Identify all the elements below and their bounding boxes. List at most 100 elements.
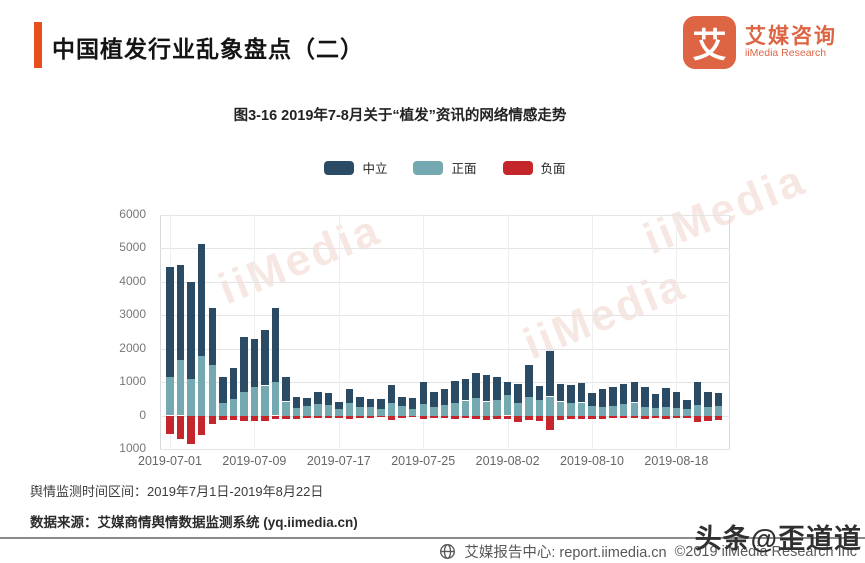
bar-segment-negative-2019-07-05 xyxy=(208,415,216,424)
bar-segment-positive-2019-07-14 xyxy=(303,406,311,416)
bar-segment-positive-2019-07-08 xyxy=(240,391,248,416)
bar-segment-negative-2019-07-27 xyxy=(440,415,449,418)
bar-segment-neutral-2019-07-03 xyxy=(187,281,195,379)
bar-segment-positive-2019-08-01 xyxy=(493,399,501,416)
bar-segment-neutral-2019-07-12 xyxy=(282,377,290,402)
bar-segment-neutral-2019-07-30 xyxy=(472,373,480,399)
bar-segment-positive-2019-08-15 xyxy=(641,406,649,416)
bar-segment-positive-2019-08-17 xyxy=(662,406,670,416)
legend-item-neutral: 中立 xyxy=(324,158,387,177)
bar-segment-positive-2019-07-24 xyxy=(408,408,417,416)
bar-segment-positive-2019-07-20 xyxy=(366,407,375,416)
bar-segment-negative-2019-07-10 xyxy=(261,415,269,421)
report-center-text: 艾媒报告中心: report.iimedia.cn xyxy=(464,545,667,561)
bar-segment-neutral-2019-08-14 xyxy=(630,382,638,403)
bar-segment-neutral-2019-07-09 xyxy=(250,338,259,388)
logo-name-cn: 艾媒咨询 xyxy=(745,25,837,49)
legend-swatch-neutral xyxy=(324,160,355,175)
v-gridline xyxy=(423,215,425,449)
bar-segment-neutral-2019-07-04 xyxy=(197,244,206,357)
bar-segment-positive-2019-08-07 xyxy=(556,401,565,416)
globe-icon xyxy=(439,543,456,560)
legend-label-neutral: 中立 xyxy=(362,162,388,176)
bar-segment-neutral-2019-07-18 xyxy=(345,388,354,403)
legend-swatch-negative xyxy=(502,160,533,175)
bar-segment-positive-2019-08-02 xyxy=(503,394,512,416)
data-source-note: 数据来源：艾媒商情舆情数据监测系统 (yq.iimedia.cn) xyxy=(30,515,358,530)
bar-segment-negative-2019-07-31 xyxy=(482,415,491,420)
bar-segment-neutral-2019-08-21 xyxy=(704,391,712,407)
bar-segment-neutral-2019-08-20 xyxy=(693,381,702,405)
bar-segment-negative-2019-08-01 xyxy=(493,415,501,420)
bar-segment-negative-2019-08-06 xyxy=(546,415,554,430)
bar-segment-positive-2019-07-19 xyxy=(356,407,364,416)
bar-segment-positive-2019-07-01 xyxy=(166,377,174,416)
h-gridline xyxy=(160,248,730,250)
bar-segment-negative-2019-07-11 xyxy=(271,415,280,419)
x-tick-label: 2019-07-01 xyxy=(138,454,202,468)
bar-segment-neutral-2019-07-20 xyxy=(366,399,375,408)
bar-segment-neutral-2019-08-10 xyxy=(588,392,596,407)
monitoring-period-note: 舆情监测时间区间：2019年7月1日-2019年8月22日 xyxy=(30,484,324,499)
bar-segment-positive-2019-08-09 xyxy=(577,402,586,416)
bar-segment-negative-2019-08-15 xyxy=(641,415,649,420)
bar-segment-negative-2019-08-05 xyxy=(535,415,543,421)
logo-name-en: iiMedia Research xyxy=(745,47,827,60)
x-tick-label: 2019-08-02 xyxy=(475,454,540,468)
bar-segment-positive-2019-07-12 xyxy=(282,401,290,416)
y-tick-label: 5000 xyxy=(119,240,146,255)
bar-segment-positive-2019-07-15 xyxy=(314,404,322,416)
bar-segment-neutral-2019-07-31 xyxy=(482,374,491,402)
h-gridline xyxy=(160,449,730,450)
y-tick-label: 2000 xyxy=(119,340,146,355)
bottom-bar: 艾媒报告中心: report.iimedia.cn ©2019 iiMedia … xyxy=(439,541,857,562)
bar-segment-negative-2019-08-03 xyxy=(514,415,522,422)
page-title: 中国植发行业乱象盘点（二） xyxy=(52,36,364,62)
y-tick-label: 6000 xyxy=(119,207,146,221)
v-gridline xyxy=(676,215,678,449)
bar-segment-negative-2019-07-06 xyxy=(219,415,227,420)
bar-segment-neutral-2019-07-21 xyxy=(377,398,385,409)
bar-segment-negative-2019-07-12 xyxy=(282,415,290,419)
bar-segment-neutral-2019-07-07 xyxy=(229,368,238,399)
bar-segment-neutral-2019-07-01 xyxy=(166,266,174,378)
bar-segment-negative-2019-08-20 xyxy=(693,415,702,422)
bar-segment-neutral-2019-08-02 xyxy=(503,381,512,395)
bar-segment-negative-2019-08-22 xyxy=(714,415,723,420)
bar-segment-positive-2019-08-03 xyxy=(514,403,522,416)
bar-segment-positive-2019-07-03 xyxy=(187,378,195,416)
bottom-divider xyxy=(0,537,865,539)
bar-segment-positive-2019-08-18 xyxy=(672,407,681,416)
bar-segment-positive-2019-08-16 xyxy=(651,408,660,416)
bar-segment-negative-2019-07-08 xyxy=(240,415,248,421)
bar-segment-neutral-2019-08-08 xyxy=(567,384,575,404)
bar-segment-negative-2019-08-19 xyxy=(683,415,691,419)
bar-segment-negative-2019-08-14 xyxy=(630,415,638,419)
bar-segment-neutral-2019-07-08 xyxy=(240,337,248,392)
bar-segment-neutral-2019-08-17 xyxy=(662,388,670,407)
bar-segment-neutral-2019-07-24 xyxy=(408,398,417,409)
bar-segment-negative-2019-07-20 xyxy=(366,415,375,418)
bar-segment-negative-2019-07-26 xyxy=(430,415,438,418)
chart-legend: 中立 正面 负面 xyxy=(160,158,730,177)
bar-segment-negative-2019-07-09 xyxy=(250,415,259,421)
bar-segment-neutral-2019-07-28 xyxy=(451,380,459,404)
bar-segment-negative-2019-07-29 xyxy=(461,415,470,419)
bar-segment-positive-2019-07-07 xyxy=(229,398,238,416)
y-axis-labels: 6000 5000 4000 3000 2000 1000 0 1000 xyxy=(108,207,154,455)
bar-segment-neutral-2019-07-14 xyxy=(303,397,311,407)
logo-text: 艾媒咨询 iiMedia Research xyxy=(745,25,837,60)
bar-segment-neutral-2019-08-15 xyxy=(641,387,649,407)
bar-segment-neutral-2019-07-26 xyxy=(430,391,438,407)
bar-segment-negative-2019-08-10 xyxy=(588,415,596,419)
bar-segment-negative-2019-08-17 xyxy=(662,415,670,420)
bar-segment-negative-2019-07-23 xyxy=(398,415,406,419)
bar-segment-neutral-2019-07-25 xyxy=(419,381,427,404)
v-gridline xyxy=(507,215,509,449)
bar-segment-positive-2019-07-31 xyxy=(482,401,491,416)
bar-segment-positive-2019-07-13 xyxy=(292,407,301,416)
bar-segment-positive-2019-08-20 xyxy=(693,404,702,416)
bar-segment-neutral-2019-07-11 xyxy=(271,307,280,383)
bar-segment-neutral-2019-08-13 xyxy=(619,383,628,404)
bar-segment-positive-2019-08-05 xyxy=(535,399,543,416)
